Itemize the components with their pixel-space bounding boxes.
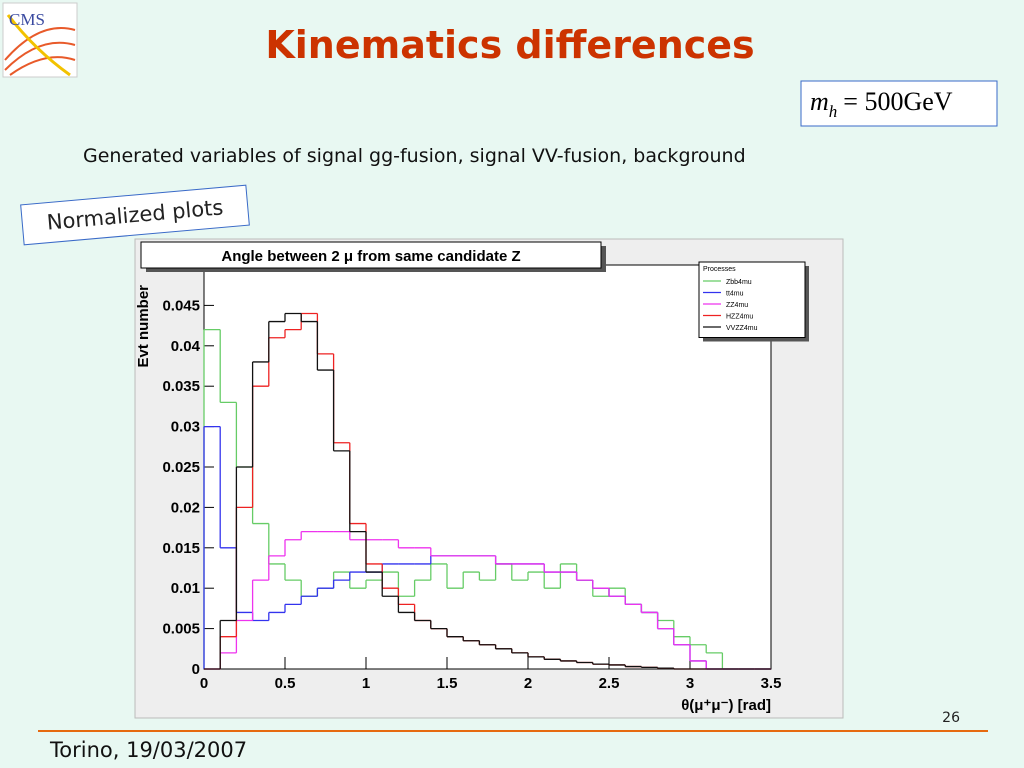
legend-label: ZZ4mu — [726, 302, 748, 309]
logo-art — [6, 14, 71, 77]
y-axis-label: Evt number — [135, 285, 152, 368]
badge: Normalized plots — [20, 184, 250, 246]
legend-title: Processes — [703, 266, 736, 273]
y-tick-label: 0 — [192, 661, 200, 678]
logo-text: CMS — [9, 10, 45, 29]
legend-label: Zbb4mu — [726, 279, 752, 286]
legend-box — [698, 261, 806, 338]
formula: mh = 500GeV — [810, 87, 953, 121]
y-tick-label: 0.03 — [171, 419, 200, 436]
legend-label: VVZZ4mu — [726, 325, 758, 332]
x-tick-label: 2.5 — [599, 675, 620, 692]
y-tick-label: 0.005 — [162, 621, 200, 638]
y-tick-label: 0.04 — [171, 338, 201, 355]
plot-area — [203, 264, 772, 670]
formula-box — [800, 80, 998, 127]
badge-box — [20, 184, 250, 246]
x-tick-label: 3.5 — [761, 675, 782, 692]
formula-rest: = 500GeV — [843, 87, 952, 116]
y-tick-label: 0.035 — [162, 378, 200, 395]
y-tick-label: 0.01 — [171, 580, 200, 597]
page-number: 26 — [942, 710, 960, 726]
subtitle: Generated variables of signal gg-fusion,… — [83, 145, 746, 167]
slide-title: Kinematics differences — [265, 23, 754, 67]
x-tick-label: 2 — [524, 675, 532, 692]
legend-label: tt4mu — [726, 291, 744, 298]
y-tick-label: 0.02 — [171, 499, 200, 516]
logo-box — [2, 2, 78, 78]
formula-subscript: h — [829, 102, 838, 121]
footer-text: Torino, 19/03/2007 — [49, 738, 247, 762]
y-tick-label: 0.025 — [162, 459, 200, 476]
chart: Angle between 2 μ from same candidate Z 0… — [135, 241, 809, 714]
chart-title: Angle between 2 μ from same candidate Z — [221, 248, 520, 265]
x-tick-label: 3 — [686, 675, 694, 692]
logo-art — [4, 27, 76, 76]
x-tick-label: 0.5 — [275, 675, 296, 692]
legend-label: HZZ4mu — [726, 314, 753, 321]
y-tick-label: 0.015 — [162, 540, 200, 557]
x-tick-label: 0 — [200, 675, 208, 692]
y-tick-label: 0.045 — [162, 297, 200, 314]
formula-base: m — [810, 87, 829, 116]
x-tick-label: 1 — [362, 675, 370, 692]
x-tick-label: 1.5 — [437, 675, 458, 692]
x-axis-label: θ(μ⁺μ⁻) [rad] — [681, 697, 771, 714]
title-box — [140, 241, 602, 269]
